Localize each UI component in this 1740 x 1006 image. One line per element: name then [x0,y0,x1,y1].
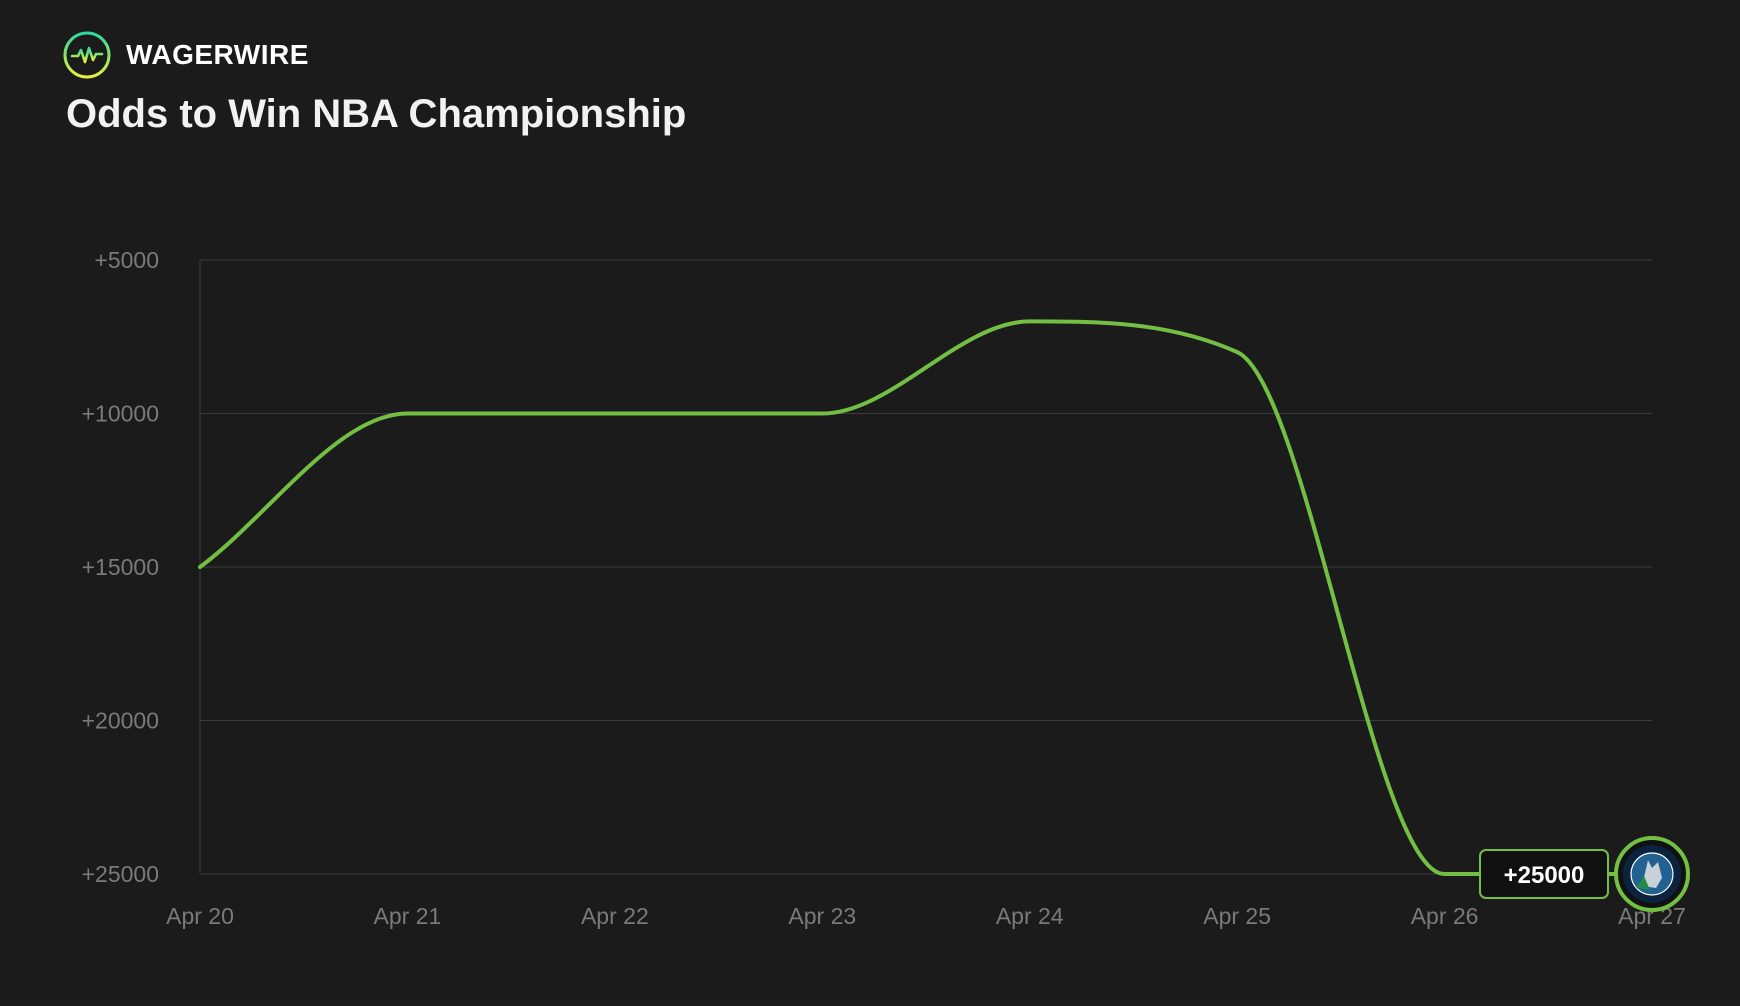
x-axis: Apr 20 Apr 21 Apr 22 Apr 23 Apr 24 Apr 25 Apr … [166,903,1686,929]
minnesota-timberwolves-logo-icon [1614,836,1690,912]
brand: WAGERWIRE [62,30,309,80]
wagerwire-logo-icon [63,31,111,79]
x-tick-label: Apr 22 [581,903,649,929]
current-value-badge [1479,849,1609,899]
series-layer [198,319,1654,877]
x-tick-label: Apr 24 [996,903,1064,929]
brand-name: WAGERWIRE [126,39,309,70]
y-tick-label: +25000 [82,861,159,887]
current-value-layer: +25000 [1479,836,1690,912]
x-tick-label: Apr 26 [1411,903,1479,929]
x-tick-label: Apr 25 [1203,903,1271,929]
y-tick-label: +5000 [94,247,159,273]
y-axis: +5000 +10000 +15000 +20000 +25000 [82,247,159,887]
x-tick-label: Apr 21 [374,903,442,929]
y-tick-label: +15000 [82,554,159,580]
chart-title: Odds to Win NBA Championship [66,92,687,136]
y-tick-label: +10000 [82,401,159,427]
series-line [198,319,1654,877]
x-tick-label: Apr 23 [788,903,856,929]
tree-shape [1636,876,1650,890]
current-value-label: +25000 [1504,862,1585,889]
wolf-head-shape [1642,860,1662,888]
x-tick-label: Apr 20 [166,903,234,929]
y-tick-label: +20000 [82,708,159,734]
grid-layer [199,259,1652,875]
